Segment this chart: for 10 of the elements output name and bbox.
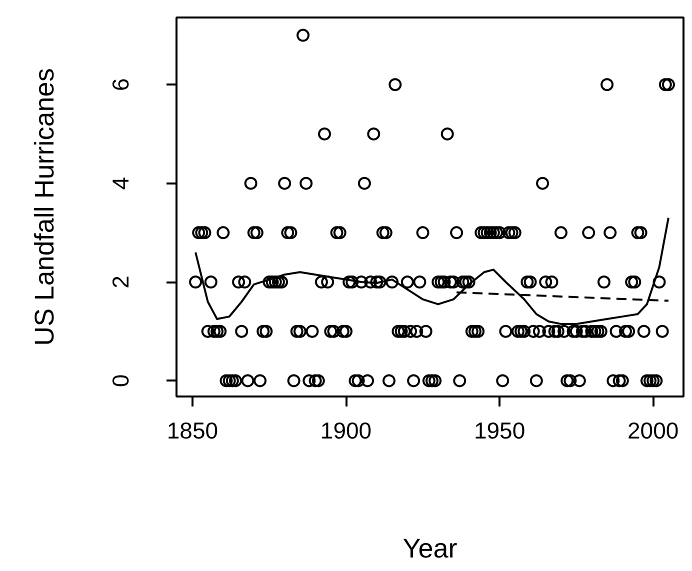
y-tick-label: 6	[108, 78, 134, 92]
x-axis-title: Year	[402, 534, 458, 564]
x-tick-label: 1900	[320, 418, 372, 444]
y-tick-label: 2	[108, 276, 134, 288]
y-tick-label: 4	[108, 176, 134, 190]
y-tick-label: 0	[108, 374, 134, 388]
x-tick-label: 2000	[628, 418, 679, 444]
x-tick-label: 1850	[166, 418, 218, 444]
x-tick-label: 1950	[474, 418, 526, 444]
y-axis-title: US Landfall Hurricanes	[30, 68, 60, 346]
